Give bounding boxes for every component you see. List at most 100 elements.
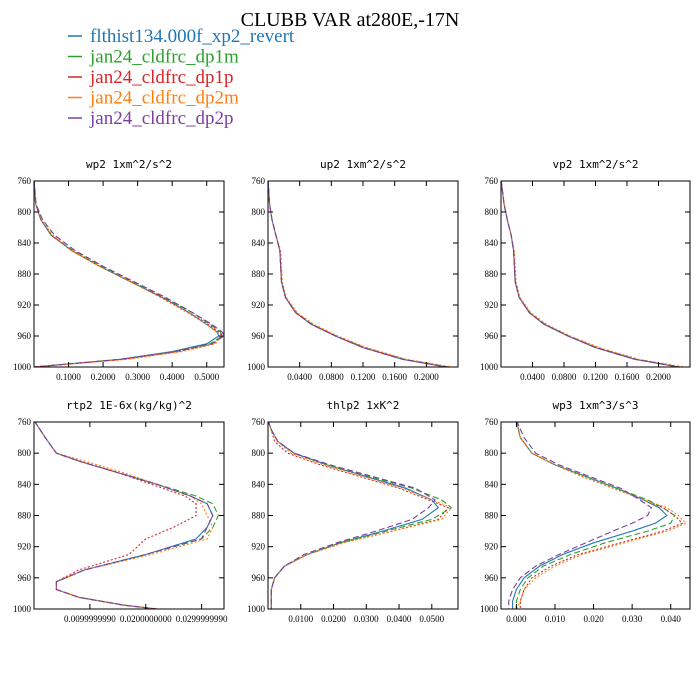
x-tick-label: 0.0099999990 [64, 614, 116, 624]
series-line [34, 422, 220, 609]
legend: flthist134.000f_xp2_revertjan24_cldfrc_d… [68, 26, 295, 129]
panel-title: rtp2 1E-6x(kg/kg)^2 [66, 399, 192, 412]
legend-entry: jan24_cldfrc_dp2m [68, 88, 239, 109]
y-tick-label: 760 [18, 417, 32, 427]
x-tick-label: 0.000 [506, 614, 527, 624]
series-line [34, 181, 220, 367]
y-tick-label: 880 [18, 269, 32, 279]
plot-frame [267, 180, 459, 368]
plot-frame [33, 180, 225, 368]
y-tick-label: 1000 [13, 604, 32, 614]
y-tick-label: 800 [485, 207, 499, 217]
y-tick-label: 800 [18, 207, 32, 217]
x-tick-label: 0.020 [583, 614, 604, 624]
x-tick-label: 0.5000 [194, 372, 219, 382]
series-group [508, 422, 688, 609]
y-tick-label: 760 [18, 176, 32, 186]
y-tick-label: 800 [18, 448, 32, 458]
series-line [268, 181, 452, 367]
legend-entry: jan24_cldfrc_dp1m [68, 47, 239, 68]
series-line [501, 181, 680, 367]
y-tick-label: 960 [485, 573, 499, 583]
chart-panel: wp3 1xm^3/s^3 760 800 840 880 920 960 1000 0.000… [480, 399, 691, 624]
legend-label: jan24_cldfrc_dp2m [89, 88, 239, 109]
y-tick-label: 800 [485, 448, 499, 458]
x-tick-label: 0.0300 [354, 614, 379, 624]
y-tick-label: 960 [252, 331, 266, 341]
series-line [268, 422, 450, 609]
x-tick-label: 0.0299999990 [176, 614, 228, 624]
x-tick-label: 0.3000 [125, 372, 150, 382]
x-tick-label: 0.1000 [56, 372, 81, 382]
y-tick-label: 920 [485, 300, 499, 310]
x-tick-label: 0.1600 [382, 372, 407, 382]
y-tick-label: 760 [485, 417, 499, 427]
y-tick-label: 1000 [13, 362, 32, 372]
x-tick-label: 0.010 [545, 614, 566, 624]
series-group [268, 181, 452, 367]
chart-panel: rtp2 1E-6x(kg/kg)^2 760 800 840 880 920 960 100… [13, 399, 228, 624]
y-tick-label: 880 [18, 511, 32, 521]
legend-entry: flthist134.000f_xp2_revert [68, 26, 295, 47]
y-tick-label: 920 [18, 300, 32, 310]
y-tick-label: 840 [252, 238, 266, 248]
series-group [501, 181, 684, 367]
series-line [501, 181, 679, 367]
legend-label: jan24_cldfrc_dp1m [89, 47, 239, 68]
panel-title: thlp2 1xK^2 [327, 399, 400, 412]
panel-title: up2 1xm^2/s^2 [320, 158, 406, 171]
x-tick-label: 0.0500 [419, 614, 444, 624]
series-group [34, 422, 220, 609]
x-tick-label: 0.030 [622, 614, 643, 624]
x-tick-label: 0.2000 [91, 372, 116, 382]
x-tick-label: 0.1200 [583, 372, 608, 382]
series-line [508, 422, 653, 609]
series-line [268, 181, 449, 367]
series-line [268, 181, 447, 367]
x-tick-label: 0.0800 [319, 372, 344, 382]
x-tick-label: 0.0400 [387, 614, 412, 624]
series-line [515, 422, 676, 609]
chart-panel: up2 1xm^2/s^2 760 800 840 880 920 960 1000 0.040… [247, 158, 459, 382]
chart-panel: thlp2 1xK^2 760 800 840 880 920 960 1000 0.0100 0… [247, 399, 459, 624]
series-line [34, 422, 214, 609]
x-tick-label: 0.4000 [160, 372, 185, 382]
series-group [34, 181, 224, 367]
y-tick-label: 920 [252, 300, 266, 310]
x-tick-label: 0.0400 [520, 372, 545, 382]
y-tick-label: 840 [18, 238, 32, 248]
series-line [34, 422, 214, 609]
y-tick-label: 1000 [247, 362, 266, 372]
series-line [268, 422, 453, 609]
x-tick-label: 0.1200 [351, 372, 376, 382]
series-group [268, 422, 453, 609]
y-tick-label: 920 [485, 542, 499, 552]
series-line [512, 422, 668, 609]
y-tick-label: 760 [252, 176, 266, 186]
series-line [501, 181, 681, 367]
panel-title: vp2 1xm^2/s^2 [552, 158, 638, 171]
x-tick-label: 0.0800 [552, 372, 577, 382]
y-tick-label: 1000 [480, 604, 499, 614]
y-tick-label: 880 [485, 269, 499, 279]
y-tick-label: 760 [485, 176, 499, 186]
y-tick-label: 800 [252, 207, 266, 217]
y-tick-label: 960 [485, 331, 499, 341]
series-line [34, 181, 222, 367]
x-tick-label: 0.2000 [646, 372, 671, 382]
y-tick-label: 760 [252, 417, 266, 427]
legend-label: jan24_cldfrc_dp1p [89, 67, 234, 88]
series-line [268, 422, 440, 609]
series-line [34, 181, 224, 367]
plot-frame [500, 180, 691, 368]
panel-title: wp2 1xm^2/s^2 [86, 158, 172, 171]
series-line [34, 422, 214, 609]
x-tick-label: 0.040 [661, 614, 682, 624]
y-tick-label: 960 [18, 331, 32, 341]
x-tick-label: 0.2000 [414, 372, 439, 382]
series-line [501, 181, 684, 367]
panels: wp2 1xm^2/s^2 760 800 840 880 920 960 1000 0.100… [13, 158, 691, 624]
legend-entry: jan24_cldfrc_dp2p [68, 108, 234, 129]
y-tick-label: 880 [252, 511, 266, 521]
